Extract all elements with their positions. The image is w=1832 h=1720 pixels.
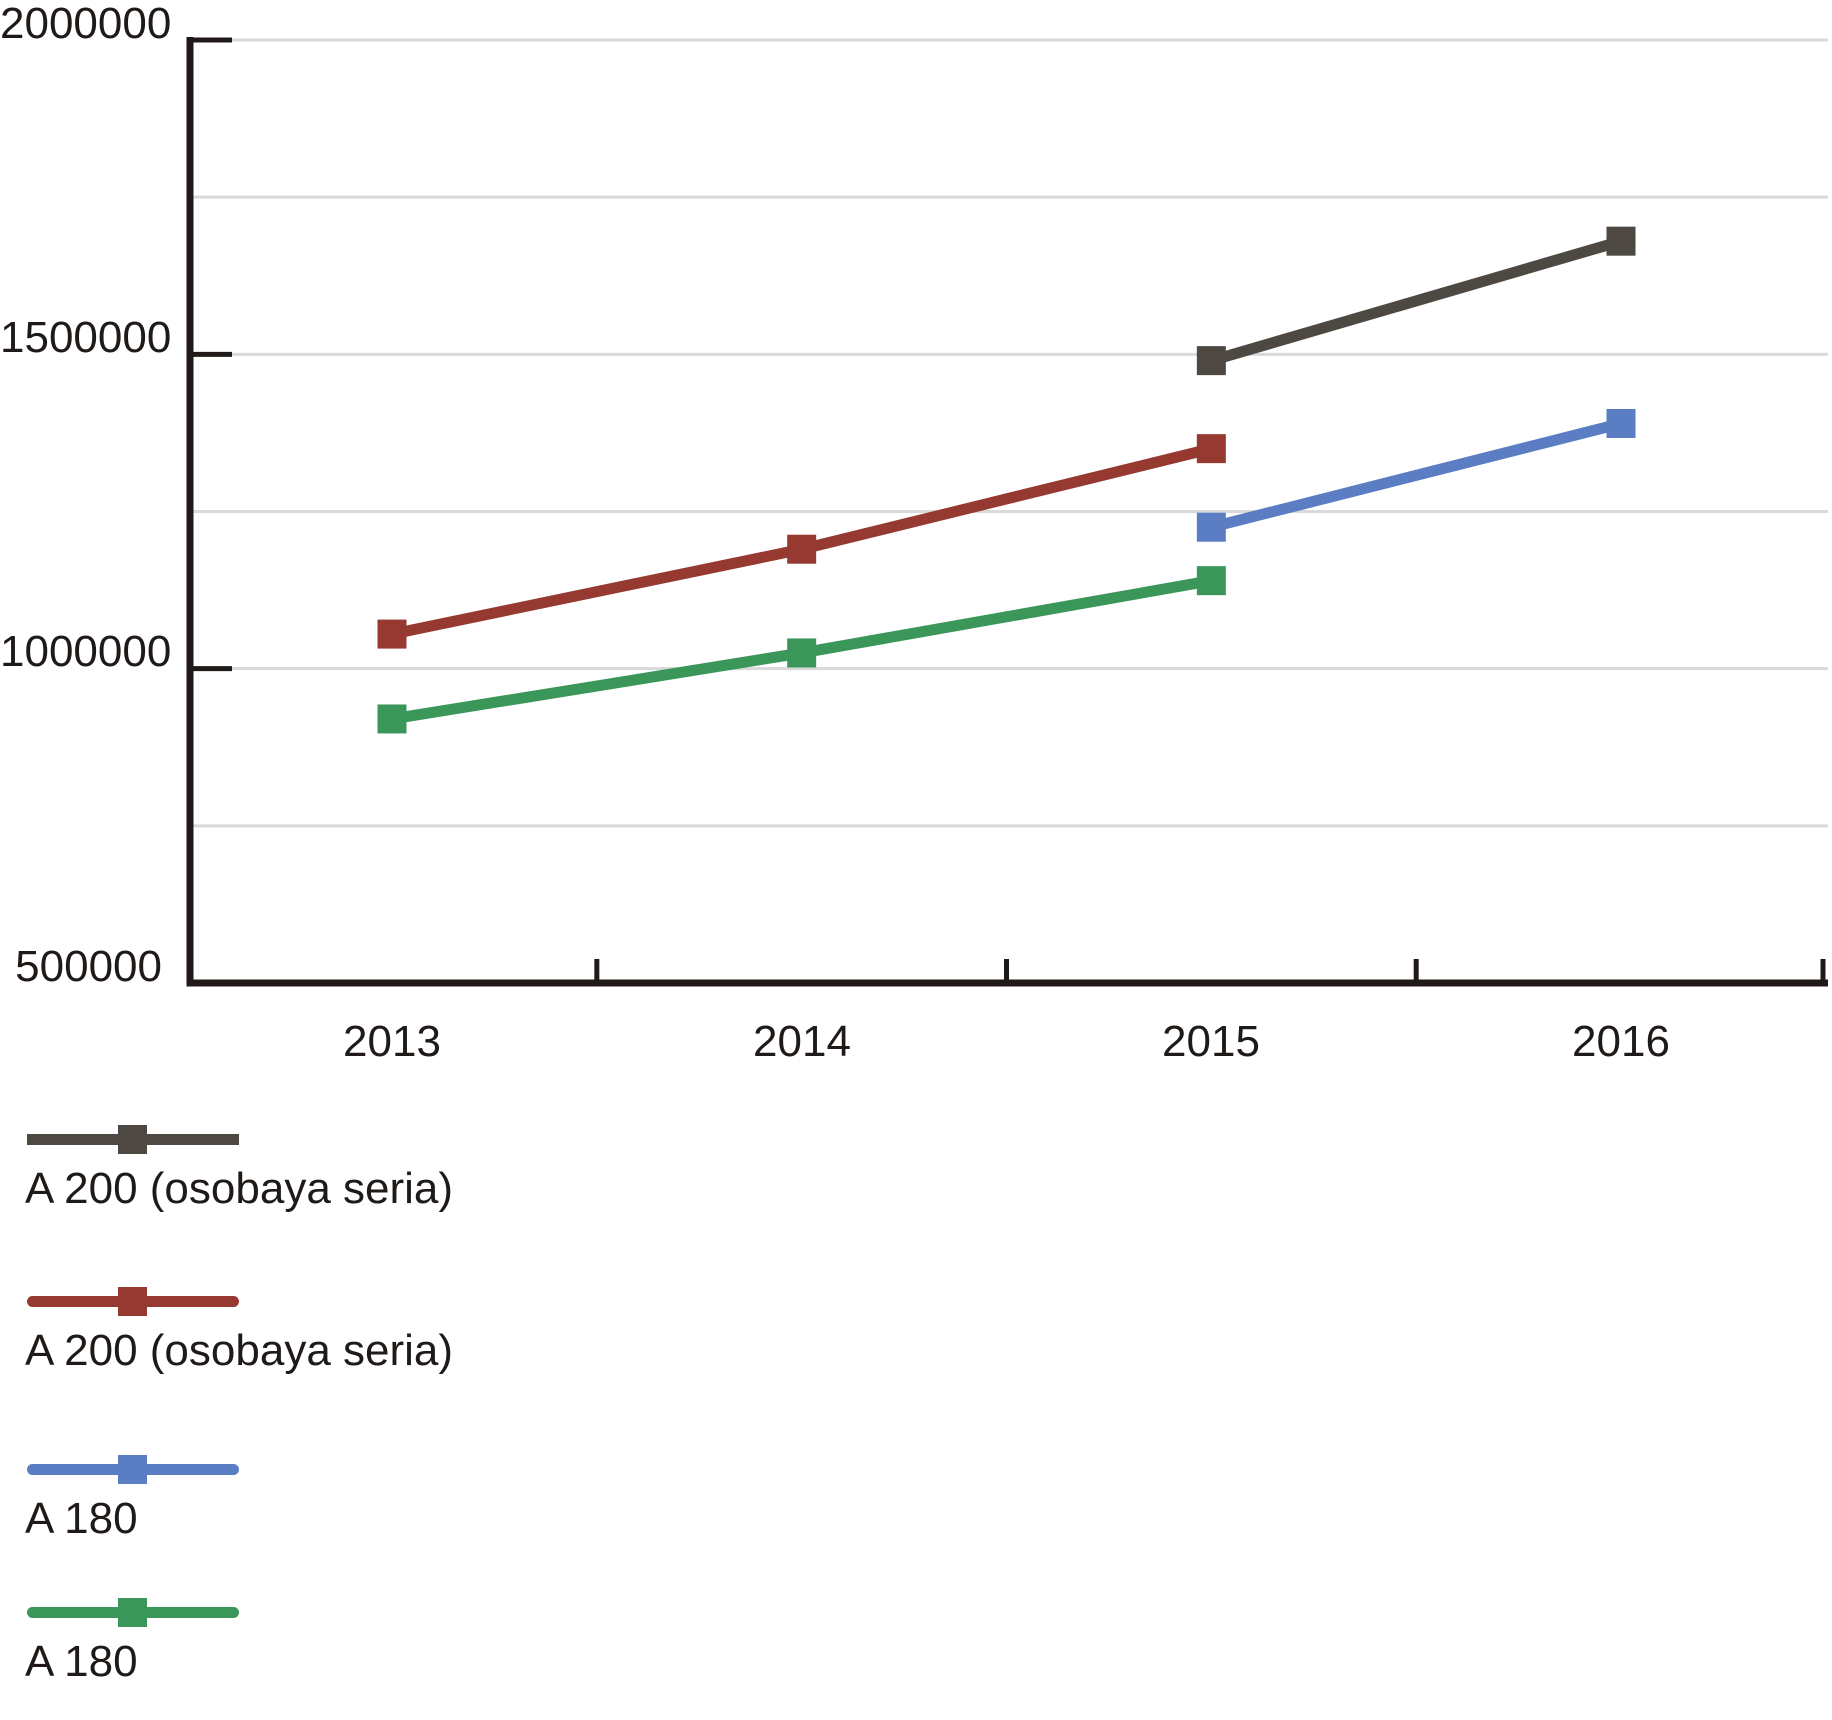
legend-item-label: A 200 (osobaya seria) bbox=[25, 1164, 454, 1213]
legend-line-swatch bbox=[27, 1455, 239, 1484]
legend-item-label: A 180 bbox=[25, 1637, 138, 1686]
legend-line-swatch bbox=[27, 1287, 239, 1316]
series-marker bbox=[787, 534, 817, 564]
legend-square-marker-icon bbox=[118, 1598, 147, 1627]
x-axis-tick-label: 2014 bbox=[753, 1017, 851, 1066]
chart-canvas bbox=[186, 37, 1828, 987]
legend-item: A 200 (osobaya seria) bbox=[0, 1125, 520, 1225]
legend-item: A 200 (osobaya seria) bbox=[0, 1287, 520, 1387]
series-marker bbox=[1196, 566, 1226, 596]
series-marker bbox=[1196, 512, 1226, 542]
series-marker bbox=[1606, 226, 1636, 256]
series-marker bbox=[377, 704, 407, 734]
y-axis-tick-label: 1500000 bbox=[0, 313, 172, 362]
series-marker bbox=[1196, 434, 1226, 464]
y-axis-tick-label: 500000 bbox=[15, 942, 162, 991]
legend-line-swatch bbox=[27, 1598, 239, 1627]
legend-item-label: A 180 bbox=[25, 1494, 138, 1543]
series-marker bbox=[1606, 408, 1636, 438]
legend-square-marker-icon bbox=[118, 1287, 147, 1316]
legend-item-label: A 200 (osobaya seria) bbox=[25, 1326, 454, 1375]
legend-square-marker-icon bbox=[118, 1125, 147, 1154]
y-axis-tick-label: 1000000 bbox=[0, 627, 172, 676]
x-axis-tick-label: 2015 bbox=[1162, 1017, 1260, 1066]
series-marker bbox=[787, 638, 817, 668]
legend-item: A 180 bbox=[0, 1455, 520, 1555]
series-marker bbox=[377, 619, 407, 649]
x-axis-tick-label: 2013 bbox=[343, 1017, 441, 1066]
y-axis-tick-label: 2000000 bbox=[0, 0, 172, 48]
legend-line-swatch bbox=[27, 1125, 239, 1154]
series-marker bbox=[1196, 346, 1226, 376]
legend-square-marker-icon bbox=[118, 1455, 147, 1484]
legend-item: A 180 bbox=[0, 1598, 520, 1698]
x-axis-tick-label: 2016 bbox=[1572, 1017, 1670, 1066]
